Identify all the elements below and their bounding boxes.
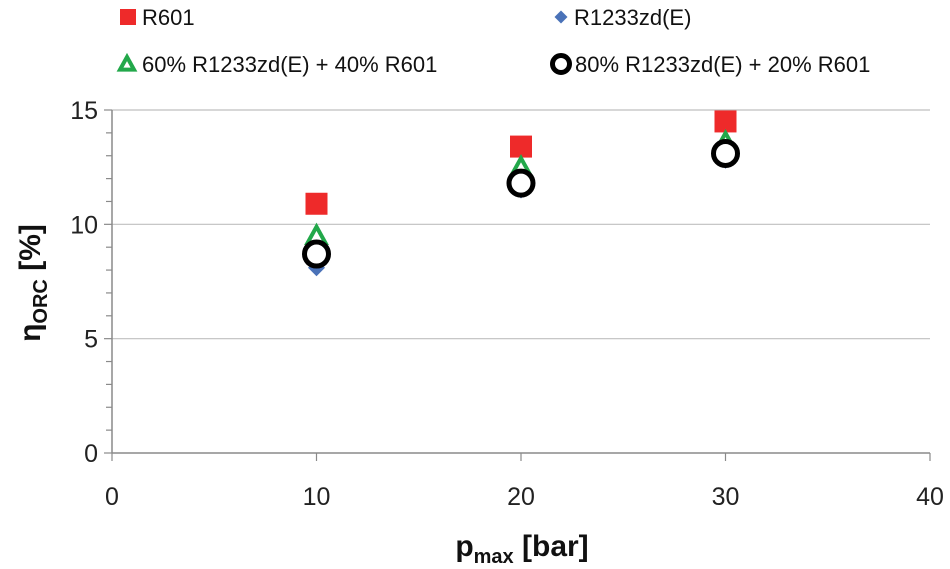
- point-series-3-1: [506, 168, 536, 198]
- legend-marker-3: [550, 53, 572, 75]
- point-series-0-0: [305, 192, 328, 215]
- tick-labels: 0 5 10 15 0 10 20 30 40: [70, 97, 944, 511]
- legend-label-1: R1233zd(E): [574, 5, 691, 30]
- data-points: [302, 110, 740, 277]
- y-tick-label: 0: [84, 440, 98, 468]
- x-tick-label: 40: [916, 483, 944, 511]
- point-series-3-0: [302, 239, 331, 269]
- x-axis-title: pmax [bar]: [455, 530, 588, 568]
- x-tick-label: 20: [507, 483, 535, 511]
- y-tick-label: 10: [70, 211, 98, 239]
- x-tick-label: 0: [105, 483, 119, 511]
- gridlines: [112, 109, 930, 340]
- point-series-3-2: [711, 138, 740, 168]
- legend-label-3: 80% R1233zd(E) + 20% R601: [575, 52, 870, 77]
- legend-marker-2: [116, 52, 138, 72]
- legend-label-2: 60% R1233zd(E) + 40% R601: [142, 52, 437, 77]
- x-tick-label: 30: [712, 483, 740, 511]
- legend-marker-0: [120, 9, 136, 25]
- y-tick-label: 5: [84, 326, 98, 354]
- axes: [104, 109, 931, 461]
- y-tick-label: 15: [70, 97, 98, 125]
- point-series-0-2: [714, 110, 737, 133]
- legend: R601 R1233zd(E) 60% R1233zd(E) + 40% R601 8…: [116, 5, 870, 77]
- x-tick-label: 10: [303, 483, 331, 511]
- legend-marker-1: [554, 10, 568, 24]
- legend-label-0: R601: [142, 5, 195, 30]
- y-axis-title: ηORC [%]: [14, 224, 52, 342]
- point-series-0-1: [510, 135, 532, 158]
